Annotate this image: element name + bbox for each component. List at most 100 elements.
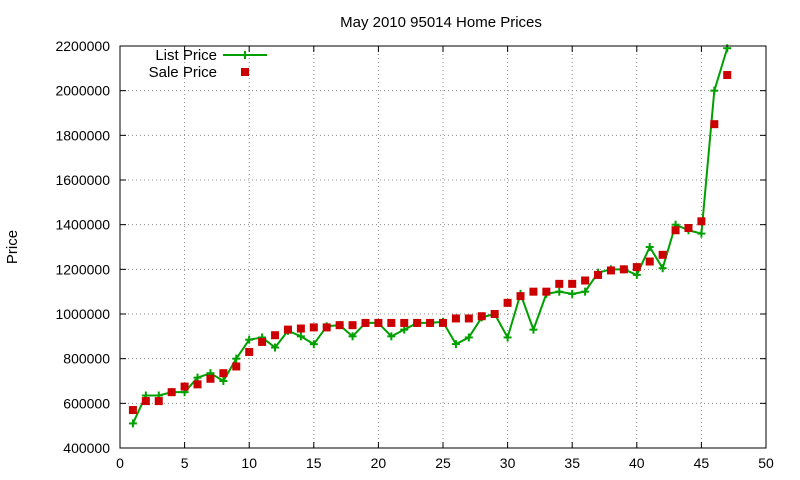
sale-price-point [594,270,603,279]
legend-label: Sale Price [149,64,217,81]
sale-price-point [232,362,241,371]
list-price-point [632,270,641,279]
list-price-point [710,86,719,95]
sale-price-point [206,374,215,383]
list-price-point [400,325,409,334]
list-price-point [658,264,667,273]
x-tick-label: 40 [629,455,645,471]
sale-price-point [154,397,163,406]
sale-price-point [335,321,344,330]
x-tick-label: 25 [435,455,451,471]
sale-price-point [464,314,473,323]
sale-price-point [193,380,202,389]
list-price-point [128,419,137,428]
list-price-point [581,287,590,296]
y-tick-label: 400000 [63,440,110,456]
y-tick-label: 2000000 [55,83,110,99]
sale-price-point [645,257,654,266]
sale-price-point [542,287,551,296]
sale-price-point [581,276,590,285]
x-tick-label: 20 [371,455,387,471]
sale-price-point [632,263,641,272]
grid [120,46,766,448]
y-tick-label: 1000000 [55,306,110,322]
y-tick-label: 1800000 [55,127,110,143]
sale-price-point [219,369,228,378]
chart-title: May 2010 95014 Home Prices [340,14,542,31]
y-tick-label: 600000 [63,395,110,411]
plot-frame [119,45,767,449]
y-tick-label: 1200000 [55,261,110,277]
sale-price-point [619,265,628,274]
sale-price-point [167,388,176,397]
list-price-point [309,340,318,349]
list-price-point [503,333,512,342]
sale-price-point [710,120,719,129]
y-tick-label: 800000 [63,351,110,367]
y-tick-label: 2200000 [55,38,110,54]
legend-label: List Price [155,47,217,64]
x-tick-label: 45 [694,455,710,471]
list-price-point [555,287,564,296]
x-tick-label: 35 [564,455,580,471]
x-tick-label: 5 [181,455,189,471]
series-list-price [128,44,732,428]
sale-price-point [490,310,499,318]
sale-price-point [684,224,693,233]
sale-price-point [348,321,357,330]
sale-price-point [606,266,615,275]
sale-price-point [529,287,538,296]
sale-price-point [141,397,150,406]
sale-price-point [258,337,267,346]
sale-price-point [245,347,254,356]
x-tick-label: 30 [500,455,516,471]
sale-price-point [516,292,525,301]
sale-price-point [555,279,564,288]
x-tick-label: 0 [116,455,124,471]
x-tick-label: 10 [241,455,257,471]
sale-price-point [322,323,331,332]
list-price-line [132,47,729,424]
sale-price-point [361,318,370,327]
axis-ticks: 0 5 10 15 20 25 30 35 40 45 50 400000 600000 800000 10… [55,38,774,471]
sale-price-point [697,217,706,226]
sale-price-point [387,318,396,327]
sale-price-point [658,250,667,259]
list-price-point [464,333,473,342]
sale-price-point [426,318,435,327]
list-price-point [697,229,706,238]
y-tick-label: 1600000 [55,172,110,188]
sale-price-point [503,298,512,307]
series-sale-price [128,71,732,415]
sale-price-point [180,382,189,391]
sale-price-point [439,318,447,327]
list-price-point [271,343,280,352]
sale-price-point [568,279,577,288]
list-price-point [645,243,654,251]
sale-price-point [451,314,460,323]
list-price-point [245,335,254,344]
list-price-point [296,332,305,341]
sale-price-point [413,318,422,327]
y-tick-label: 1400000 [55,217,110,233]
list-price-point [568,289,577,298]
list-price-point [387,332,396,341]
sale-price-point [283,325,292,334]
sale-price-point [128,406,137,415]
sale-price-point [271,331,280,340]
list-price-point [723,44,732,53]
list-price-point [193,373,202,382]
sale-price-point [477,312,486,321]
series-layer [128,44,732,428]
list-price-point [451,340,460,349]
sale-price-point [671,226,680,235]
y-axis-label: Price [4,230,21,264]
sale-price-point [309,323,318,332]
sale-price-point [400,318,409,327]
list-price-point [232,354,241,363]
list-price-point [529,325,538,334]
x-tick-label: 15 [306,455,322,471]
sale-price-point [374,318,383,327]
